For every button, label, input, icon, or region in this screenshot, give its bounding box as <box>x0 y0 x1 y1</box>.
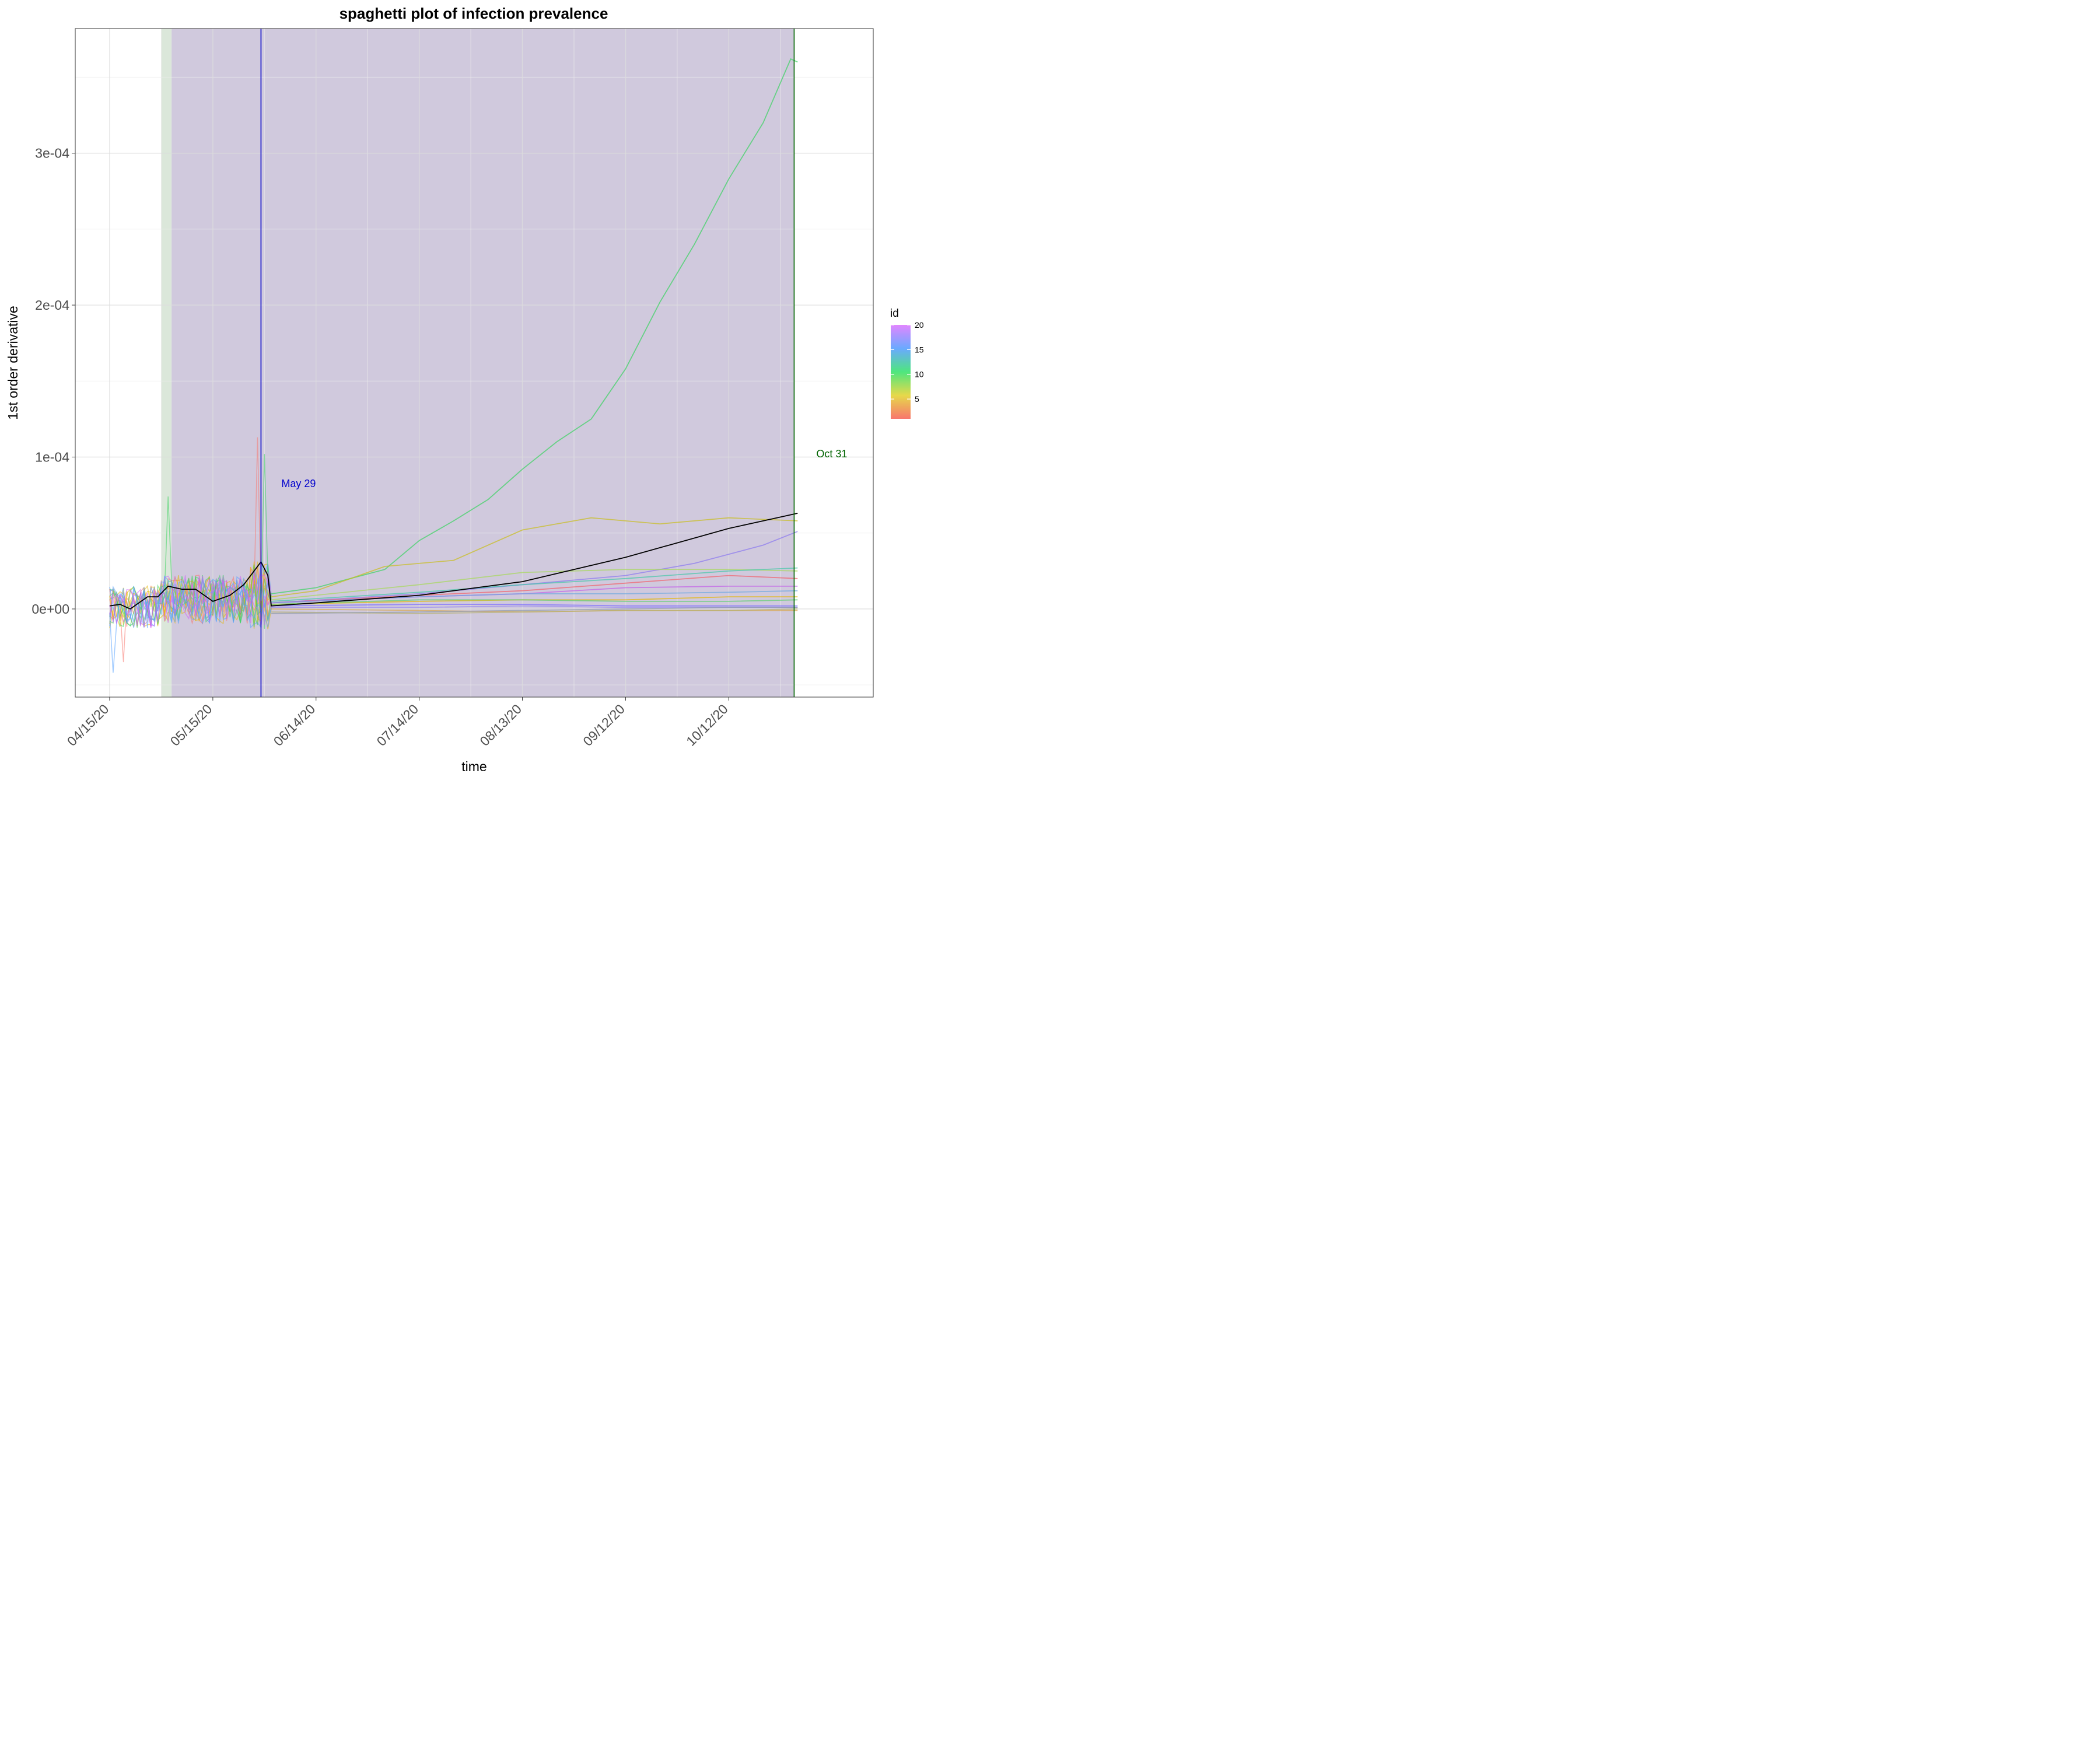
series-line-id-3 <box>271 596 798 605</box>
series-line-id-12 <box>271 567 798 602</box>
x-tick-label: 09/12/20 <box>580 701 628 749</box>
x-tick-label: 10/12/20 <box>683 701 731 749</box>
chart: spaghetti plot of infection prevalence M… <box>5 5 924 774</box>
shaded-region-2 <box>172 29 794 697</box>
x-tick-label: 08/13/20 <box>477 701 524 749</box>
mean-line <box>109 513 798 610</box>
colorbar-tick-label: 10 <box>915 370 924 379</box>
series-line-id-13 <box>271 607 798 614</box>
early-period-series <box>109 437 272 673</box>
plot-panel-border <box>75 28 874 698</box>
vertical-line-label-2: Oct 31 <box>816 448 847 460</box>
early-series-line-20 <box>109 568 272 628</box>
y-tick-label: 0e+00 <box>32 601 69 617</box>
shaded-regions <box>161 29 794 697</box>
y-axis-ticks: 0e+00 1e-04 2e-04 3e-04 <box>32 146 75 617</box>
series-lines <box>271 58 798 614</box>
colorbar-ticks: 5 10 15 20 <box>891 320 924 404</box>
y-tick-label: 1e-04 <box>35 449 69 464</box>
vertical-reference-lines: May 29 Oct 31 <box>260 29 847 697</box>
series-line-id-6 <box>271 608 798 614</box>
chart-title: spaghetti plot of infection prevalence <box>340 5 608 22</box>
series-line-id-5 <box>271 517 798 597</box>
x-tick-label: 07/14/20 <box>373 701 421 749</box>
mean-line-group <box>109 513 798 610</box>
x-axis-ticks: 04/15/20 05/15/20 06/14/20 07/14/20 08/13/20… <box>64 697 731 749</box>
vertical-line-label-1: May 29 <box>281 478 316 489</box>
series-line-id-10 <box>271 58 798 594</box>
series-line-id-14 <box>271 590 798 604</box>
legend-title: id <box>890 307 899 320</box>
colorbar-legend: id 5 10 15 20 <box>890 307 924 419</box>
colorbar-tick-label: 5 <box>915 394 919 404</box>
series-line-id-17 <box>271 531 798 604</box>
major-gridlines <box>75 29 873 697</box>
colorbar-tick-label: 15 <box>915 345 924 354</box>
y-tick-label: 3e-04 <box>35 146 69 161</box>
series-line-id-9 <box>271 599 798 605</box>
x-tick-label: 05/15/20 <box>167 701 215 749</box>
series-line-id-1 <box>271 575 798 604</box>
y-axis-label: 1st order derivative <box>5 306 20 420</box>
x-tick-label: 04/15/20 <box>64 701 112 749</box>
series-line-id-8 <box>271 569 798 601</box>
colorbar <box>891 325 911 419</box>
shaded-region-1 <box>161 29 172 697</box>
series-line-id-16 <box>271 604 798 607</box>
x-tick-label: 06/14/20 <box>271 701 318 749</box>
y-tick-label: 2e-04 <box>35 298 69 313</box>
early-series-line-18 <box>109 575 272 628</box>
early-series-line-13 <box>109 575 272 628</box>
colorbar-tick-label: 20 <box>915 320 924 330</box>
x-axis-label: time <box>461 759 487 774</box>
early-series-line-19 <box>109 562 272 628</box>
minor-gridlines <box>75 29 873 697</box>
